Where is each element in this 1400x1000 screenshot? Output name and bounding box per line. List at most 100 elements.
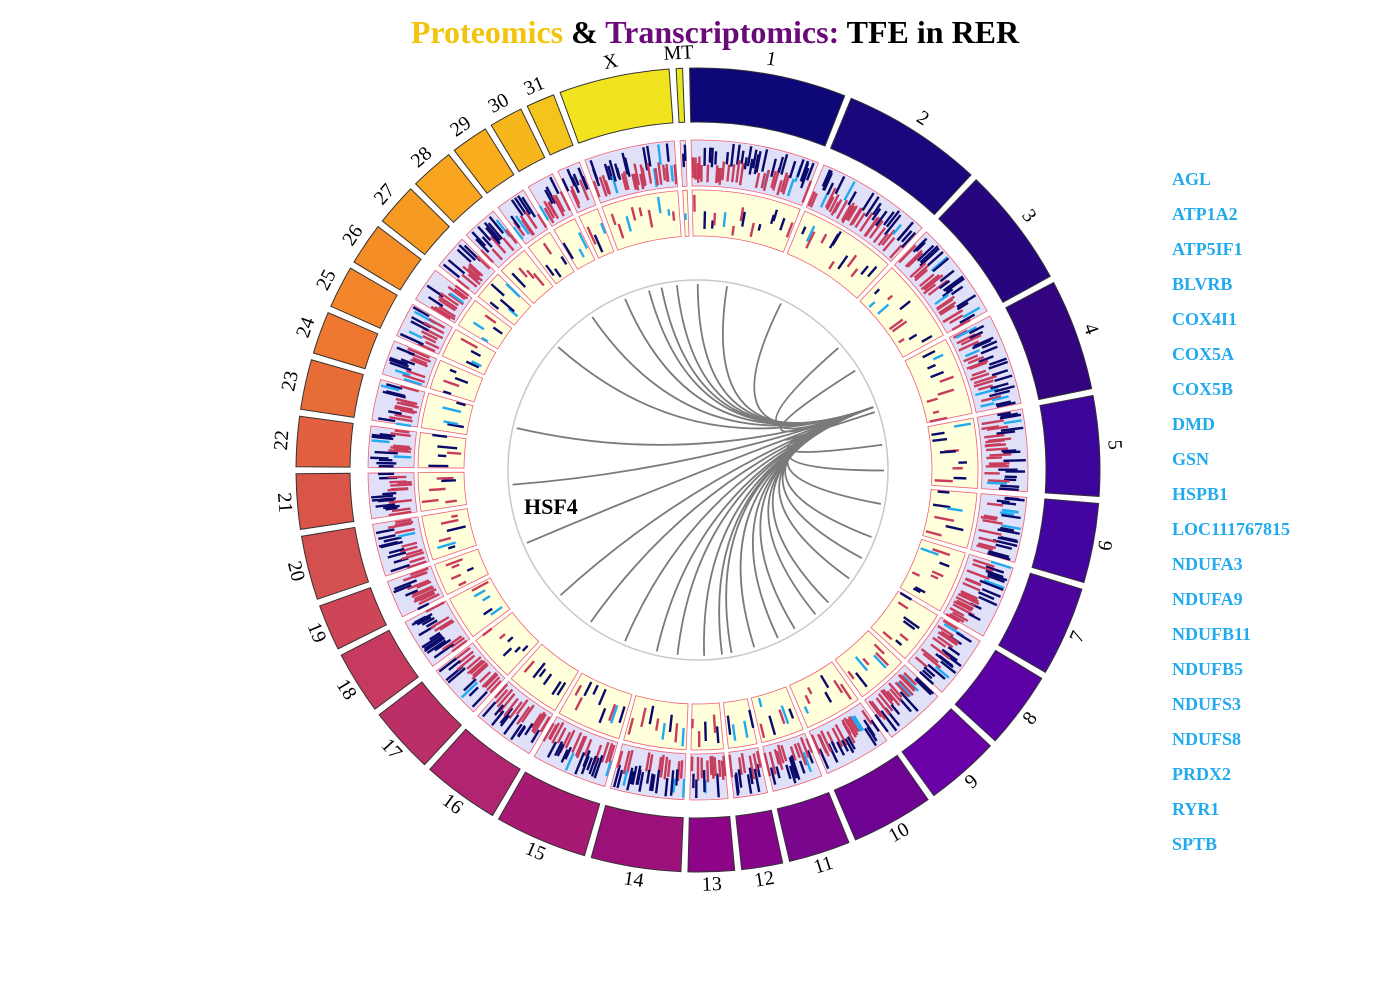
outer-track-mark [425, 601, 445, 613]
regulatory-links [507, 279, 889, 661]
outer-track-mark [840, 204, 852, 222]
inner-track-mark [899, 300, 911, 311]
inner-track-mark [437, 445, 458, 450]
inner-track-mark [671, 211, 676, 221]
gene-list-item: BLVRB [1172, 274, 1233, 294]
outer-track-mark [391, 507, 411, 513]
chart-title: Proteomics & Transcriptomics: TFE in RER [0, 14, 1400, 51]
outer-track-mark [438, 657, 457, 673]
inner-track-mark [945, 524, 964, 532]
outer-track-mark [545, 186, 557, 205]
outer-track-mark [969, 330, 984, 340]
outer-track-mark [402, 571, 426, 582]
inner-track-mark [895, 639, 903, 646]
outer-track-mark [491, 248, 503, 261]
inner-track-mark [599, 222, 607, 235]
inner-track-mark [819, 674, 830, 689]
outer-track-mark [709, 756, 713, 775]
outer-track-mark [487, 222, 503, 240]
gene-list-item: COX5B [1172, 379, 1234, 399]
outer-track-mark [831, 727, 844, 748]
outer-track-mark [450, 636, 465, 649]
outer-track-mark [769, 767, 777, 785]
outer-track-mark [903, 672, 917, 686]
outer-track-mark [753, 154, 760, 175]
outer-track-mark [631, 765, 638, 785]
outer-track-mark [457, 650, 474, 665]
outer-track-mark [985, 569, 1004, 579]
outer-track-mark [950, 285, 964, 296]
outer-track-mark [711, 755, 715, 779]
inner-track-mark [449, 368, 457, 374]
outer-track-mark [717, 759, 722, 777]
outer-track-mark [516, 195, 532, 215]
outer-track-mark [752, 753, 759, 771]
inner-track-mark [437, 541, 456, 550]
outer-track-mark [963, 354, 979, 363]
inner-track-mark [523, 660, 535, 673]
chromosome-block [378, 681, 463, 766]
outer-track-mark [476, 255, 491, 270]
outer-track-mark [755, 750, 762, 768]
outer-track-mark [393, 455, 412, 459]
outer-track-mark [807, 191, 816, 207]
outer-track-mark [949, 612, 965, 624]
outer-track-mark [543, 207, 555, 224]
outer-track-mark [371, 433, 392, 439]
outer-track-mark [583, 738, 593, 757]
outer-track-mark [773, 748, 781, 765]
outer-track-mark [980, 402, 995, 408]
outer-track-mark [442, 263, 461, 279]
outer-track-mark [544, 189, 554, 205]
outer-track-mark [401, 541, 418, 548]
outer-track-mark [616, 750, 624, 769]
outer-track-mark [499, 714, 511, 727]
inner-track-mark [454, 376, 469, 385]
outer-track-mark [516, 706, 531, 726]
outer-track-mark [598, 176, 608, 197]
inner-track-mark [743, 720, 749, 738]
gene-list-item: NDUFA9 [1172, 589, 1243, 609]
outer-track-mark [716, 773, 720, 798]
outer-track-mark [394, 518, 412, 524]
outer-track-mark [626, 767, 634, 791]
outer-track-mark [896, 681, 912, 698]
chromosome-block [689, 67, 846, 147]
inner-track-mark [867, 265, 878, 278]
chromosome-block [429, 728, 521, 817]
chromosome-label: 23 [277, 369, 303, 393]
outer-track-mark [883, 211, 895, 226]
inner-track-mark [499, 298, 515, 313]
outer-track-mark [997, 411, 1011, 417]
chromosome-block [490, 108, 546, 173]
inner-track-mark [715, 726, 720, 744]
outer-track-mark [949, 314, 964, 325]
outer-track-mark [603, 163, 611, 181]
outer-track-mark [462, 265, 480, 281]
outer-track-mark [434, 306, 456, 321]
inner-track-mark [932, 410, 940, 415]
outer-track-mark [991, 369, 1009, 377]
outer-track-mark [986, 502, 1004, 507]
outer-track-mark [976, 544, 994, 551]
outer-track-mark [520, 704, 535, 723]
center-gene-label: HSF4 [524, 494, 578, 519]
inner-track-mark [939, 561, 950, 568]
inner-track-mark [593, 234, 604, 253]
link-curve [512, 406, 874, 486]
outer-track-mark [998, 487, 1019, 491]
inner-track-mark [779, 217, 786, 231]
outer-track-mark [439, 620, 455, 631]
inner-track-mark [748, 709, 755, 729]
inner-track-mark [592, 684, 599, 696]
outer-track-mark [846, 718, 859, 736]
chromosome-label: 1 [764, 47, 778, 70]
inner-track-mark [931, 431, 945, 437]
outer-track-mark [1003, 458, 1026, 463]
outer-track-mark [748, 755, 756, 780]
outer-track-mark [788, 765, 797, 784]
outer-track-mark [983, 579, 1005, 590]
outer-track-mark [622, 770, 629, 787]
inner-track-mark [740, 211, 747, 227]
chromosome-block [829, 97, 972, 216]
